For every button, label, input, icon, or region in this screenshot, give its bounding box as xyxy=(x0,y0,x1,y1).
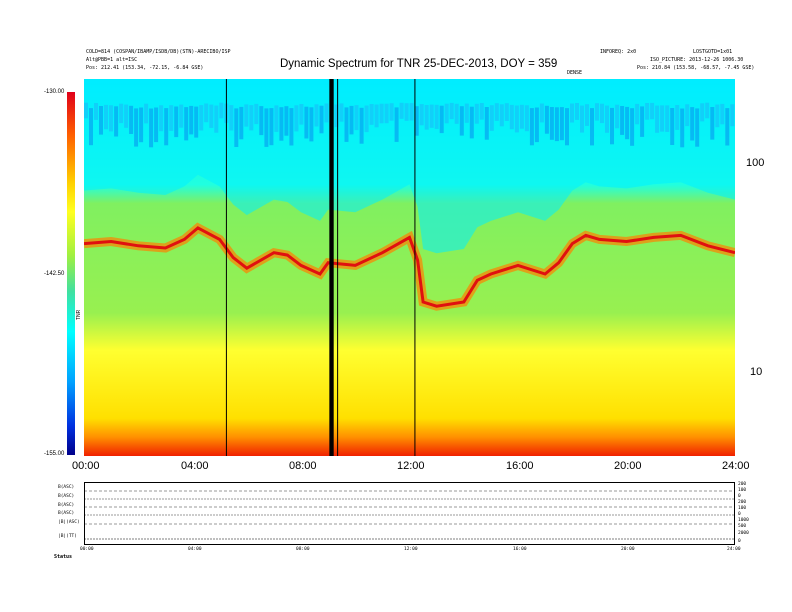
right-label-1: 200 xyxy=(738,482,747,487)
right-label-8: 500 xyxy=(738,524,747,529)
panel-x-tick-5: 20:00 xyxy=(621,547,635,552)
panel-x-tick-2: 08:00 xyxy=(296,547,310,552)
panel-rows xyxy=(84,490,735,540)
right-label-3: 0 xyxy=(738,494,741,499)
colorbar xyxy=(67,92,75,455)
row-label-6: |B|(TT) xyxy=(58,534,77,539)
right-label-4: 200 xyxy=(738,500,747,505)
time-markers xyxy=(225,79,416,456)
y-tick-10: 10 xyxy=(750,366,763,378)
x-tick-6: 24:00 xyxy=(722,460,750,472)
right-label-6: 0 xyxy=(738,512,741,517)
header-left-line-2: Alt@PBB=1 alt=ISC xyxy=(86,57,138,63)
row-label-2: B(ASC) xyxy=(58,494,75,499)
row-label-1: B(ASC) xyxy=(58,485,75,490)
header-right-line-3: ISO_PICTURE: 2013-12-26 1006.30 xyxy=(650,57,744,63)
panel-x-tick-0: 00:00 xyxy=(80,547,94,552)
colorbar-label: TNR xyxy=(76,309,82,320)
right-label-10: 0 xyxy=(738,539,741,544)
y-tick-100: 100 xyxy=(746,157,765,169)
header-center-tag: DENSE xyxy=(567,70,583,76)
header-right-line-2: LOSTGOTD=1x01 xyxy=(693,49,733,55)
status-label: Status xyxy=(54,554,73,560)
x-tick-0: 00:00 xyxy=(72,460,100,472)
right-label-9: 2000 xyxy=(738,531,749,536)
header-right-line-4: Pos: 210.84 (153.58, -68.57, -7.45 GSE) xyxy=(637,65,755,71)
row-label-5: |B|(ASC) xyxy=(58,520,80,525)
right-label-2: 100 xyxy=(738,488,747,493)
panel-x-tick-1: 04:00 xyxy=(188,547,202,552)
panel-x-tick-3: 12:00 xyxy=(404,547,418,552)
x-tick-2: 08:00 xyxy=(289,460,317,472)
panel-x-tick-4: 16:00 xyxy=(513,547,527,552)
header-left-line-3: Pos: 212.41 (153.34, -72.15, -6.84 GSE) xyxy=(86,65,204,71)
plasma-line-core xyxy=(84,226,735,308)
right-label-7: 1000 xyxy=(738,518,749,523)
row-label-4: B(ASC) xyxy=(58,511,75,516)
x-tick-1: 04:00 xyxy=(181,460,209,472)
x-tick-4: 16:00 xyxy=(506,460,534,472)
colorbar-tick-mid: -142.50 xyxy=(44,271,65,277)
header-left-line-1: COLD=814 (COSPAN/IBAMP/ISDB/DB)(STN)-ARE… xyxy=(86,49,231,55)
chart-title: Dynamic Spectrum for TNR 25-DEC-2013, DO… xyxy=(280,58,558,70)
cyan-region xyxy=(84,79,735,254)
colorbar-tick-top: -130.00 xyxy=(44,89,65,95)
colorbar-tick-bottom: -155.00 xyxy=(44,451,65,457)
right-label-5: 100 xyxy=(738,506,747,511)
header-right-line-1: INFOREQ: 2x0 xyxy=(600,49,637,55)
panel-x-tick-6: 24:00 xyxy=(727,547,741,552)
row-label-3: B(ASC) xyxy=(58,503,75,508)
magnetic-field-panel xyxy=(84,482,735,545)
spectrogram-plot xyxy=(84,79,735,456)
x-tick-5: 20:00 xyxy=(614,460,642,472)
x-tick-3: 12:00 xyxy=(397,460,425,472)
